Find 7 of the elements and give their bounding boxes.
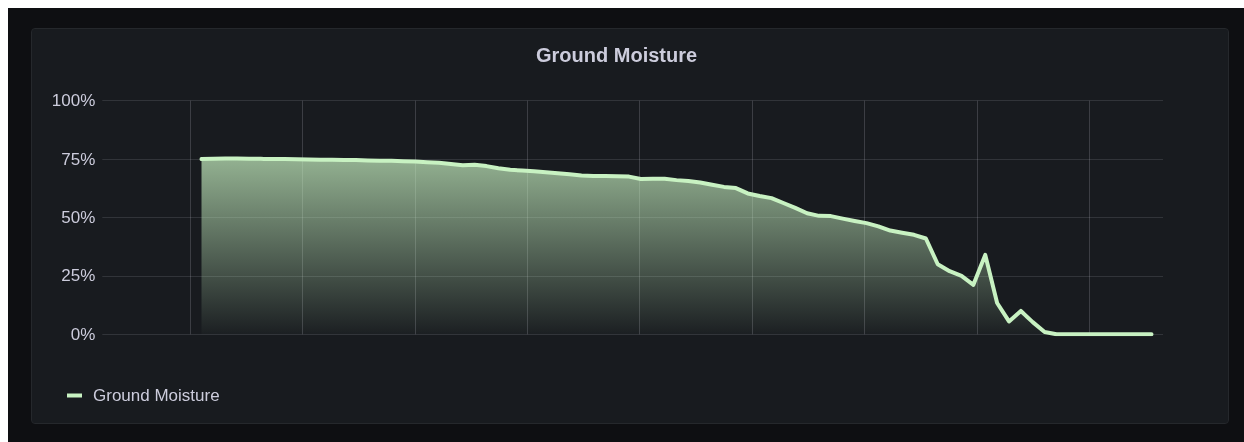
y-tick-label: 100%	[51, 91, 96, 111]
y-tick-label: 75%	[61, 149, 96, 169]
legend-label: Ground Moisture	[93, 386, 220, 405]
chart-title: Ground Moisture	[536, 44, 698, 66]
y-tick-label: 25%	[61, 266, 96, 286]
y-tick-label: 50%	[61, 208, 96, 227]
y-tick-label: 0%	[70, 324, 96, 344]
